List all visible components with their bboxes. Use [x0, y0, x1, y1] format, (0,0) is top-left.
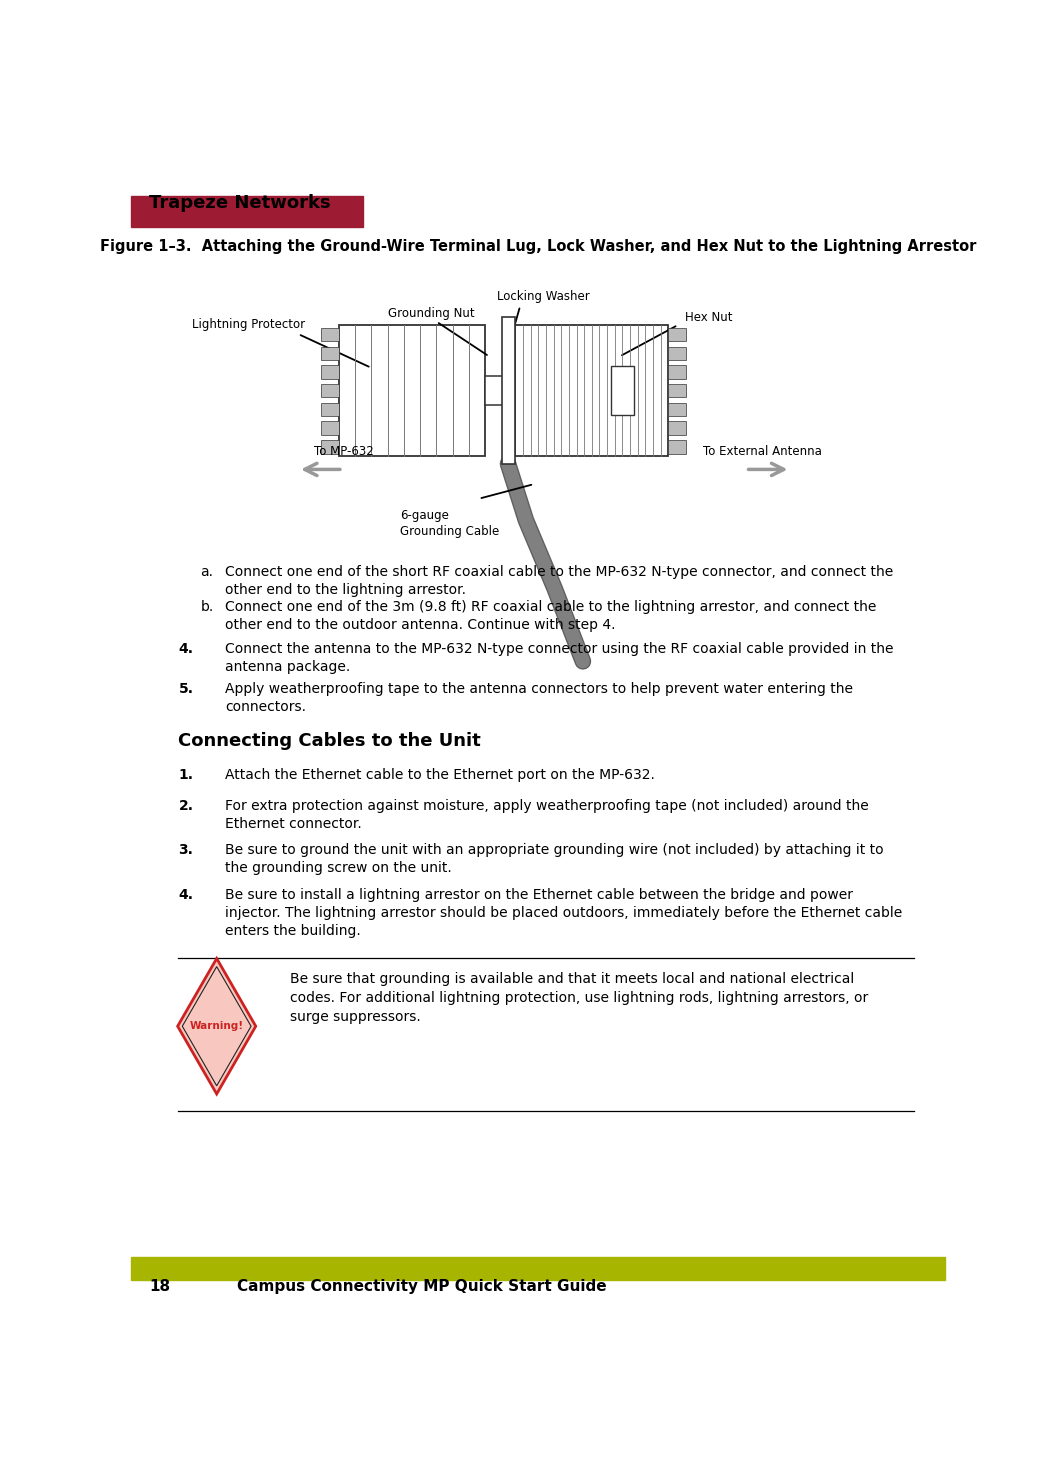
Bar [131, 196, 363, 227]
Text: Apply weatherproofing tape to the antenna connectors to help prevent water enter: Apply weatherproofing tape to the antenn… [225, 683, 853, 714]
Text: For extra protection against moisture, apply weatherproofing tape (not included): For extra protection against moisture, a… [225, 799, 868, 831]
Bar [611, 365, 634, 415]
Bar [516, 325, 668, 456]
Text: a.: a. [201, 566, 213, 579]
Text: 4.: 4. [178, 642, 193, 657]
Bar [321, 421, 339, 435]
Text: Be sure that grounding is available and that it meets local and national electri: Be sure that grounding is available and … [290, 972, 868, 1023]
Text: To MP-632: To MP-632 [314, 444, 374, 457]
Text: Trapeze Networks: Trapeze Networks [149, 194, 331, 213]
Text: Connect the antenna to the MP-632 N-type connector using the RF coaxial cable pr: Connect the antenna to the MP-632 N-type… [225, 642, 894, 674]
Bar [485, 375, 509, 405]
Text: Hex Nut: Hex Nut [685, 311, 732, 324]
Bar [321, 384, 339, 397]
Text: Warning!: Warning! [190, 1022, 244, 1031]
Text: 5.: 5. [178, 683, 193, 696]
Text: 6-gauge
Grounding Cable: 6-gauge Grounding Cable [400, 509, 499, 538]
Bar [321, 365, 339, 378]
Text: Locking Washer: Locking Washer [498, 290, 590, 303]
Text: Grounding Nut: Grounding Nut [387, 308, 475, 320]
Text: 1.: 1. [178, 768, 193, 783]
Bar [669, 328, 687, 342]
Text: 2.: 2. [178, 799, 193, 812]
Bar [669, 384, 687, 397]
Text: 4.: 4. [178, 888, 193, 902]
Text: b.: b. [201, 600, 213, 614]
Text: Be sure to ground the unit with an appropriate grounding wire (not included) by : Be sure to ground the unit with an appro… [225, 843, 883, 875]
Text: Lightning Protector: Lightning Protector [192, 318, 306, 331]
Text: To External Antenna: To External Antenna [704, 444, 822, 457]
Bar [339, 325, 485, 456]
Text: Connect one end of the 3m (9.8 ft) RF coaxial cable to the lightning arrestor, a: Connect one end of the 3m (9.8 ft) RF co… [225, 600, 876, 632]
Text: Campus Connectivity MP Quick Start Guide: Campus Connectivity MP Quick Start Guide [237, 1280, 607, 1294]
Bar [669, 365, 687, 378]
Bar [321, 328, 339, 342]
Bar [669, 440, 687, 453]
Text: 3.: 3. [178, 843, 193, 858]
Bar [321, 403, 339, 416]
Text: Attach the Ethernet cable to the Ethernet port on the MP-632.: Attach the Ethernet cable to the Etherne… [225, 768, 655, 783]
Text: Connecting Cables to the Unit: Connecting Cables to the Unit [178, 732, 481, 749]
Text: Figure 1–3.  Attaching the Ground-Wire Terminal Lug, Lock Washer, and Hex Nut to: Figure 1–3. Attaching the Ground-Wire Te… [100, 239, 977, 254]
Bar [669, 403, 687, 416]
Bar [321, 346, 339, 361]
Text: 18: 18 [149, 1280, 170, 1294]
Bar [131, 1258, 945, 1280]
Polygon shape [177, 959, 256, 1094]
Text: Be sure to install a lightning arrestor on the Ethernet cable between the bridge: Be sure to install a lightning arrestor … [225, 888, 902, 938]
Bar [502, 317, 516, 463]
Bar [321, 440, 339, 453]
Bar [669, 346, 687, 361]
Bar [669, 421, 687, 435]
Text: Connect one end of the short RF coaxial cable to the MP-632 N-type connector, an: Connect one end of the short RF coaxial … [225, 566, 894, 597]
